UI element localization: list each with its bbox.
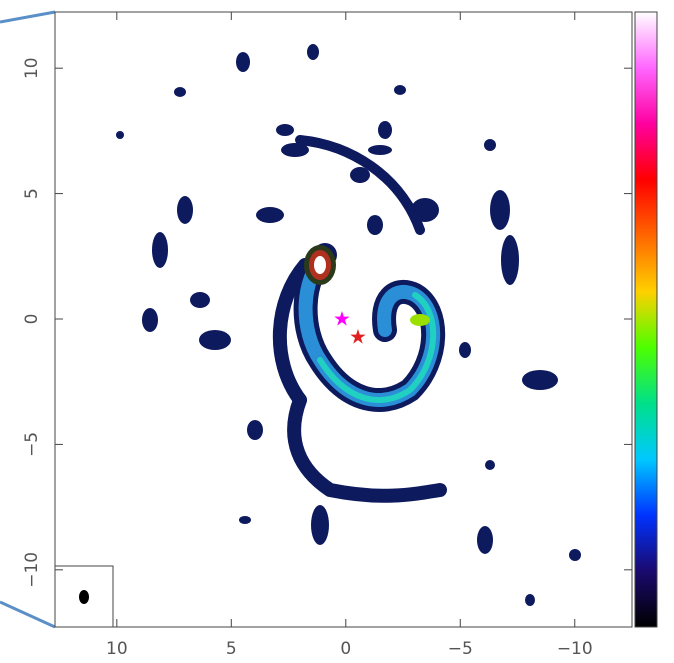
y-tick-label: 5	[22, 188, 42, 199]
beam-box	[54, 565, 114, 628]
y-tick-label: 10	[22, 57, 42, 79]
y-tick-label: −10	[22, 552, 42, 588]
plot-frame	[54, 11, 633, 628]
decor-line	[0, 600, 56, 629]
x-tick-label: 5	[226, 639, 237, 659]
svg-text:★: ★	[333, 307, 351, 331]
y-tick-label: −5	[22, 432, 42, 457]
x-tick-label: −5	[448, 639, 473, 659]
decor-line	[0, 10, 56, 24]
x-tick-label: −10	[557, 639, 593, 659]
x-tick-label: 10	[106, 639, 128, 659]
beam	[79, 590, 89, 604]
y-tick-label: 0	[22, 314, 42, 325]
galaxy-image: ★ ★	[116, 44, 581, 606]
x-tick-label: 0	[340, 639, 351, 659]
colorbar	[634, 11, 658, 628]
svg-text:★: ★	[349, 325, 367, 349]
